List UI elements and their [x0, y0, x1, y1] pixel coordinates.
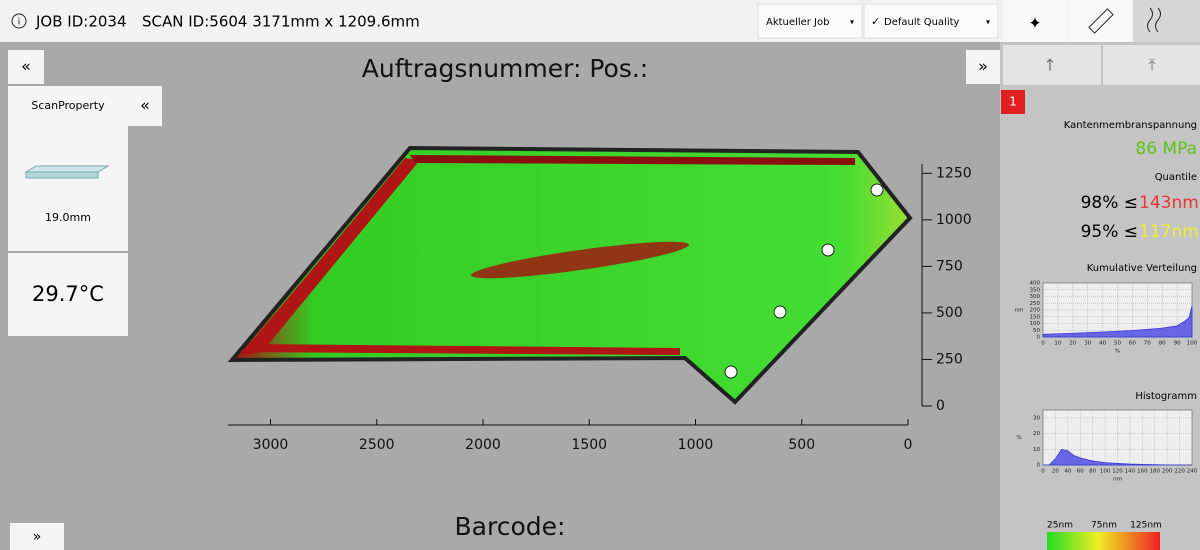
colorbar-label: 75nm [1091, 521, 1117, 531]
chevrons: « [140, 96, 150, 115]
y-tick-label: 100 [1030, 321, 1041, 327]
x-tick-label: 3000 [253, 437, 289, 453]
chevrons: » [33, 529, 42, 545]
q95-value: 117nm [1139, 222, 1199, 242]
temperature: 29.7°C [32, 282, 104, 306]
y-tick-label: 0 [1037, 335, 1041, 341]
x-tick-label: 500 [788, 437, 815, 453]
x-axis-label: nm [1113, 477, 1122, 483]
thickness: 19.0mm [45, 211, 91, 224]
y-tick-label: 350 [1030, 287, 1041, 293]
tension: 86 MPa [1135, 139, 1197, 159]
x-tick-label: 240 [1187, 469, 1198, 475]
tab-title: ScanProperty [31, 99, 105, 112]
x-axis-label: % [1115, 349, 1120, 355]
x-tick-label: 140 [1125, 469, 1136, 475]
quantile-label: Quantile [1155, 172, 1197, 183]
x-tick-label: 180 [1150, 469, 1161, 475]
x-tick-label: 70 [1144, 341, 1151, 347]
colorbar [1047, 532, 1160, 550]
chart-title: Histogramm [1135, 391, 1197, 402]
x-tick-label: 0 [1041, 469, 1045, 475]
x-tick-label: 0 [1041, 341, 1045, 347]
job-select-text: Aktueller Job [766, 17, 829, 28]
plate-icon [26, 166, 108, 172]
x-tick-label: 20 [1052, 469, 1059, 475]
scan-id: SCAN ID:5604 3171mm x 1209.6mm [142, 13, 420, 31]
info-i: i [18, 18, 21, 28]
x-tick-label: 10 [1054, 341, 1061, 347]
x-tick-label: 100 [1187, 341, 1198, 347]
colorbar-label: 125nm [1130, 521, 1162, 531]
x-tick-label: 30 [1084, 341, 1091, 347]
y-tick-label: 0 [1037, 463, 1041, 469]
quality-select-text: Default Quality [884, 17, 960, 28]
caret: ▾ [986, 18, 990, 27]
x-tick-label: 1000 [678, 437, 714, 453]
x-tick-label: 80 [1089, 469, 1096, 475]
chevrons: » [978, 57, 988, 76]
x-tick-label: 2000 [465, 437, 501, 453]
scan-image [232, 148, 910, 402]
x-tick-label: 60 [1129, 341, 1136, 347]
y-tick-label: 10 [1033, 447, 1040, 453]
x-tick-label: 90 [1174, 341, 1181, 347]
chart-title: Kumulative Verteilung [1087, 263, 1197, 274]
check: ✓ [871, 15, 880, 28]
y-tick-label: 250 [1030, 301, 1041, 307]
y-tick-label: 30 [1033, 415, 1040, 421]
chevrons: « [21, 57, 31, 76]
plate-icon [26, 172, 98, 178]
up-icon: ↑ [1043, 56, 1056, 75]
view-button[interactable] [1133, 0, 1200, 42]
y-axis-label: % [1016, 435, 1021, 441]
y-tick-label: 0 [936, 398, 945, 414]
q98-label: 98% ≤ [1081, 193, 1138, 213]
caret: ▾ [850, 18, 854, 27]
y-tick-label: 150 [1030, 314, 1041, 320]
x-tick-label: 220 [1174, 469, 1185, 475]
x-tick-label: 20 [1069, 341, 1076, 347]
x-tick-label: 2500 [359, 437, 395, 453]
x-tick-label: 200 [1162, 469, 1173, 475]
q95-label: 95% ≤ [1081, 222, 1138, 242]
x-tick-label: 50 [1114, 341, 1121, 347]
y-tick-label: 50 [1033, 328, 1040, 334]
y-tick-label: 250 [936, 351, 963, 367]
x-tick-label: 0 [904, 437, 913, 453]
top-icon: ⤒ [1148, 56, 1155, 75]
order-title: Auftragsnummer: Pos.: [362, 54, 648, 83]
y-tick-label: 1250 [936, 165, 972, 181]
sparkle-icon: ✦ [1028, 14, 1041, 33]
x-tick-label: 80 [1159, 341, 1166, 347]
q98-value: 143nm [1139, 193, 1199, 213]
y-tick-label: 400 [1030, 281, 1041, 287]
badge-text: 1 [1009, 95, 1017, 109]
y-tick-label: 1000 [936, 212, 972, 228]
y-tick-label: 750 [936, 258, 963, 274]
x-tick-label: 100 [1100, 469, 1111, 475]
tension-label: Kantenmembranspannung [1064, 120, 1197, 131]
y-tick-label: 500 [936, 305, 963, 321]
x-tick-label: 40 [1099, 341, 1106, 347]
y-axis-label: nm [1015, 308, 1024, 314]
ruler-button[interactable] [1068, 0, 1132, 42]
x-tick-label: 1500 [571, 437, 607, 453]
x-tick-label: 120 [1112, 469, 1123, 475]
y-tick-label: 20 [1033, 431, 1040, 437]
barcode: Barcode: [455, 512, 566, 541]
job-id: JOB ID:2034 [35, 13, 127, 31]
x-tick-label: 160 [1137, 469, 1148, 475]
y-tick-label: 200 [1030, 308, 1041, 314]
x-tick-label: 40 [1064, 469, 1071, 475]
screen: i JOB ID:2034 SCAN ID:5604 3171mm x 1209… [0, 0, 1200, 550]
x-tick-label: 60 [1077, 469, 1084, 475]
y-tick-label: 300 [1030, 294, 1041, 300]
colorbar-label: 25nm [1047, 521, 1073, 531]
